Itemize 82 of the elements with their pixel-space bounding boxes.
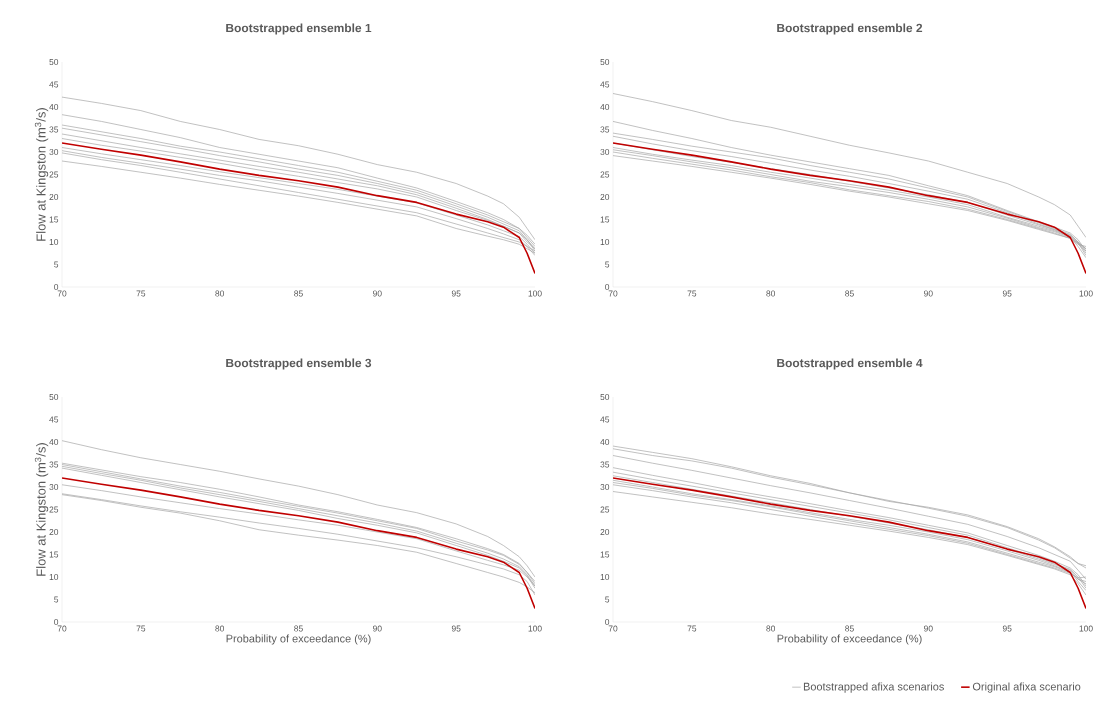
y-tick-label: 25: [49, 171, 59, 178]
y-tick-label: 30: [600, 484, 610, 490]
y-tick-label: 50: [600, 394, 610, 401]
y-tick-label: 35: [49, 461, 59, 468]
x-tick-label: 75: [687, 290, 697, 297]
x-tick-label: 95: [1002, 625, 1012, 632]
y-tick-label: 50: [600, 59, 610, 65]
y-tick-label: 40: [49, 439, 59, 446]
y-tick-label: 35: [49, 126, 59, 133]
x-tick-label: 75: [136, 625, 146, 632]
y-tick-label: 10: [600, 239, 610, 245]
x-axis-title: Probability of exceedance (%): [777, 634, 922, 645]
x-tick-label: 80: [215, 625, 225, 632]
x-tick-label: 70: [57, 625, 67, 632]
y-axis-title: Flow at Kingston (m$^{3}$/s): [34, 108, 49, 241]
y-tick-label: 40: [600, 104, 610, 110]
y-tick-label: 15: [49, 551, 59, 558]
y-tick-label: 30: [49, 484, 59, 490]
y-tick-label: 5: [54, 261, 59, 268]
y-tick-label: 15: [600, 551, 610, 558]
x-tick-label: 90: [373, 625, 382, 632]
y-tick-label: 0: [605, 619, 610, 625]
x-tick-label: 100: [1079, 290, 1093, 297]
y-tick-label: 5: [605, 261, 610, 268]
y-tick-label: 10: [49, 239, 59, 245]
chart-title: Bootstrapped ensemble 4: [777, 358, 923, 370]
legend-label: Bootstrapped afixa scenarios: [803, 682, 944, 693]
x-tick-label: 80: [766, 625, 776, 632]
y-tick-label: 5: [54, 596, 59, 603]
x-tick-label: 95: [1002, 290, 1012, 297]
chart-title: Bootstrapped ensemble 2: [777, 23, 923, 35]
y-tick-label: 10: [600, 574, 610, 580]
y-tick-label: 35: [600, 461, 610, 468]
y-tick-label: 50: [49, 394, 59, 401]
y-tick-label: 25: [600, 171, 610, 178]
y-tick-label: 0: [605, 284, 610, 290]
y-tick-label: 15: [49, 216, 59, 223]
y-tick-label: 45: [49, 416, 59, 423]
x-tick-label: 100: [528, 625, 542, 632]
y-tick-label: 20: [49, 194, 59, 200]
x-tick-label: 70: [57, 290, 67, 297]
x-axis-title: Probability of exceedance (%): [226, 634, 371, 645]
y-tick-label: 20: [600, 194, 610, 200]
x-tick-label: 85: [294, 290, 303, 297]
y-tick-label: 25: [600, 506, 610, 513]
x-tick-label: 95: [451, 625, 461, 632]
y-tick-label: 45: [49, 81, 59, 88]
x-tick-label: 80: [766, 290, 776, 297]
x-tick-label: 95: [451, 290, 461, 297]
x-tick-label: 85: [294, 625, 303, 632]
x-tick-label: 70: [608, 625, 618, 632]
x-tick-label: 75: [687, 625, 697, 632]
y-tick-label: 40: [49, 104, 59, 110]
y-tick-label: 50: [49, 59, 59, 65]
chart-title: Bootstrapped ensemble 1: [226, 23, 372, 35]
x-tick-label: 90: [373, 290, 382, 297]
y-tick-label: 45: [600, 416, 610, 423]
y-tick-label: 30: [600, 149, 610, 155]
chart-title: Bootstrapped ensemble 3: [226, 358, 372, 370]
y-tick-label: 0: [54, 619, 59, 625]
y-axis-title: Flow at Kingston (m$^{3}$/s): [34, 443, 49, 576]
y-tick-label: 15: [600, 216, 610, 223]
y-tick-label: 5: [605, 596, 610, 603]
y-tick-label: 10: [49, 574, 59, 580]
x-tick-label: 85: [845, 625, 854, 632]
legend-label: Original afixa scenario: [972, 682, 1081, 693]
y-tick-label: 0: [54, 284, 59, 290]
x-tick-label: 90: [924, 290, 933, 297]
x-tick-label: 70: [608, 290, 618, 297]
x-tick-label: 100: [528, 290, 542, 297]
y-tick-label: 45: [600, 81, 610, 88]
y-tick-label: 40: [600, 439, 610, 446]
y-tick-label: 20: [600, 529, 610, 535]
x-tick-label: 85: [845, 290, 854, 297]
y-tick-label: 35: [600, 126, 610, 133]
y-tick-label: 25: [49, 506, 59, 513]
x-tick-label: 75: [136, 290, 146, 297]
x-tick-label: 80: [215, 290, 225, 297]
y-tick-label: 20: [49, 529, 59, 535]
y-tick-label: 30: [49, 149, 59, 155]
x-tick-label: 100: [1079, 625, 1093, 632]
x-tick-label: 90: [924, 625, 933, 632]
